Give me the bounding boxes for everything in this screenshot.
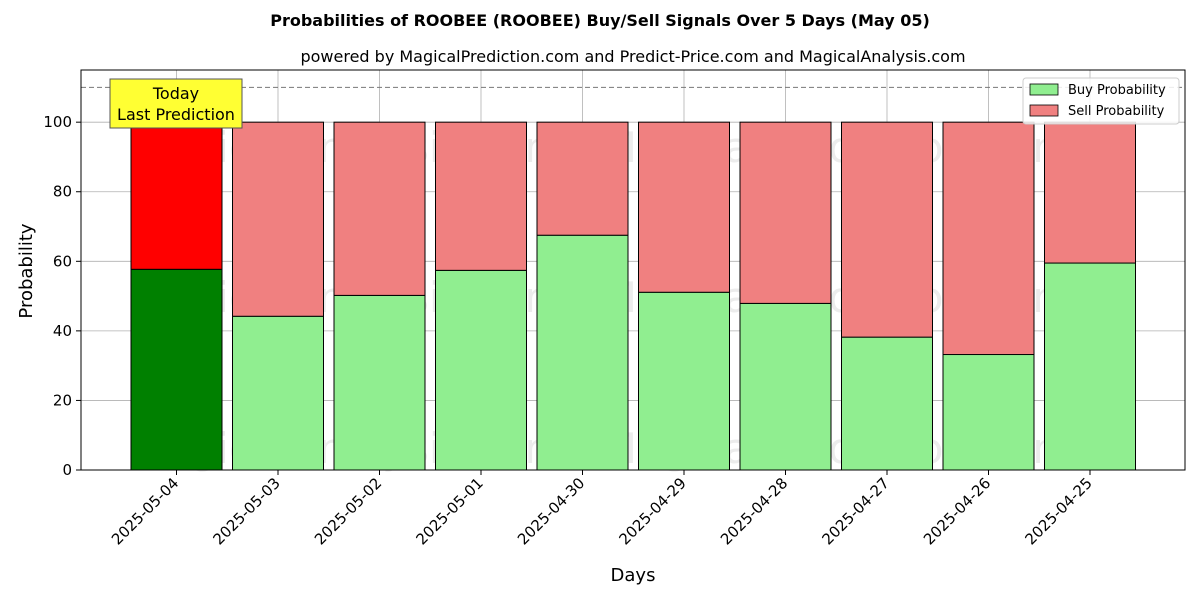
legend-label: Buy Probability [1068,83,1166,98]
y-tick-label: 40 [53,322,72,340]
x-tick-label: 2025-05-04 [108,474,182,548]
x-tick-label: 2025-05-02 [311,474,385,548]
annotation-box [109,78,243,129]
buy-bar [942,354,1035,471]
sell-bar [1044,121,1136,264]
legend-swatch [1029,83,1059,96]
buy-bar [739,302,832,471]
sell-bar [739,121,832,304]
legend-box [1022,77,1180,125]
sell-bar [638,121,730,293]
buy-bar [841,336,933,471]
chart-subtitle: powered by MagicalPrediction.com and Pre… [300,47,965,66]
x-tick-label: 2025-04-28 [717,474,791,548]
sell-bar [536,121,629,236]
x-tick-label: 2025-04-29 [615,474,689,548]
sell-bar [841,121,933,338]
buy-bar [435,269,527,471]
annotation-line-2: Last Prediction [117,105,235,124]
sell-bar [435,121,527,271]
sell-bar [333,121,426,296]
x-tick-label: 2025-04-30 [514,474,588,548]
legend-label: Sell Probability [1068,104,1165,119]
sell-bar [130,121,223,270]
legend: Buy Probability Sell Probability [1022,77,1180,125]
x-tick-label: 2025-05-01 [412,474,486,548]
x-tick-label: 2025-04-25 [1021,474,1095,548]
y-tick-label: 0 [62,461,72,479]
x-tick-label: 2025-04-27 [818,474,892,548]
plot-frame [80,69,1186,471]
buy-bar [232,315,324,471]
legend-swatch [1029,104,1059,117]
x-tick-label: 2025-05-03 [209,474,283,548]
buy-bar [333,294,426,471]
annotation-line-1: Today [152,84,199,103]
sell-bar [232,121,324,317]
y-tick-label: 60 [53,252,72,270]
y-axis-label: Probability [16,223,37,318]
buy-bar [130,268,223,471]
y-tick-label: 100 [43,113,72,131]
y-tick-label: 80 [53,183,72,201]
x-axis-label: Days [611,565,656,586]
buy-bar [638,291,730,471]
chart-title: Probabilities of ROOBEE (ROOBEE) Buy/Sel… [270,11,930,30]
y-tick-label: 20 [53,391,72,409]
buy-bar [1044,262,1136,471]
sell-bar [942,121,1035,356]
plot-area: MagicalAnalysis.comMagicalPrediction.com… [43,69,1186,548]
x-tick-label: 2025-04-26 [920,474,994,548]
buy-bar [536,234,629,471]
